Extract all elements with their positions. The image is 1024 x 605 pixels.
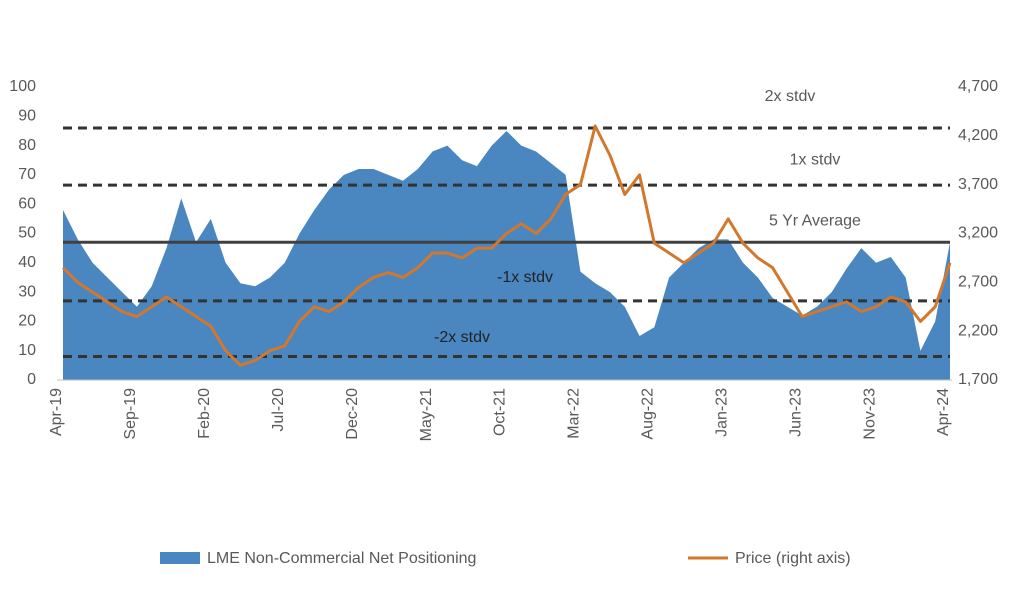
price-line	[61, 124, 952, 367]
legend-label: Price (right axis)	[735, 550, 851, 567]
x-tick-label: Jul-20	[270, 388, 287, 432]
y-tick-label: 70	[18, 166, 36, 183]
x-tick-label: Feb-20	[196, 388, 213, 439]
y-tick-label: 50	[18, 225, 36, 242]
x-tick-label: Oct-21	[492, 388, 509, 436]
reference-label: 2x stdv	[765, 88, 816, 105]
y-tick-label: 20	[18, 313, 36, 330]
y-tick-label: 90	[18, 108, 36, 125]
y2-tick-label: 2,200	[958, 322, 998, 339]
y-tick-label: 40	[18, 254, 36, 271]
x-tick-label: Mar-22	[566, 388, 583, 439]
y-tick-label: 10	[18, 342, 36, 359]
y-tick-label: 30	[18, 283, 36, 300]
y2-tick-label: 3,200	[958, 225, 998, 242]
positioning-area	[63, 130, 950, 380]
reference-label: 5 Yr Average	[769, 213, 861, 230]
x-tick-label: Jun-23	[787, 388, 804, 437]
x-tick-label: Apr-24	[935, 388, 952, 436]
x-tick-label: Aug-22	[640, 388, 657, 440]
y-tick-label: 0	[27, 371, 36, 388]
x-tick-label: Apr-19	[48, 388, 65, 436]
y2-tick-label: 2,700	[958, 274, 998, 291]
y2-tick-label: 4,700	[958, 78, 998, 95]
x-tick-label: Nov-23	[861, 388, 878, 440]
reference-label: -1x stdv	[497, 269, 553, 286]
y2-tick-label: 1,700	[958, 371, 998, 388]
y-tick-label: 100	[9, 78, 36, 95]
legend-label: LME Non-Commercial Net Positioning	[207, 550, 476, 567]
y2-tick-label: 4,200	[958, 127, 998, 144]
x-tick-label: Dec-20	[344, 388, 361, 440]
legend-swatch	[160, 552, 200, 564]
y2-tick-label: 3,700	[958, 176, 998, 193]
reference-label: 1x stdv	[790, 151, 841, 168]
x-tick-label: Jan-23	[713, 388, 730, 437]
y-tick-label: 60	[18, 195, 36, 212]
x-tick-label: Sep-19	[122, 388, 139, 440]
y-tick-label: 80	[18, 137, 36, 154]
x-tick-label: May-21	[418, 388, 435, 441]
reference-label: -2x stdv	[434, 329, 490, 346]
